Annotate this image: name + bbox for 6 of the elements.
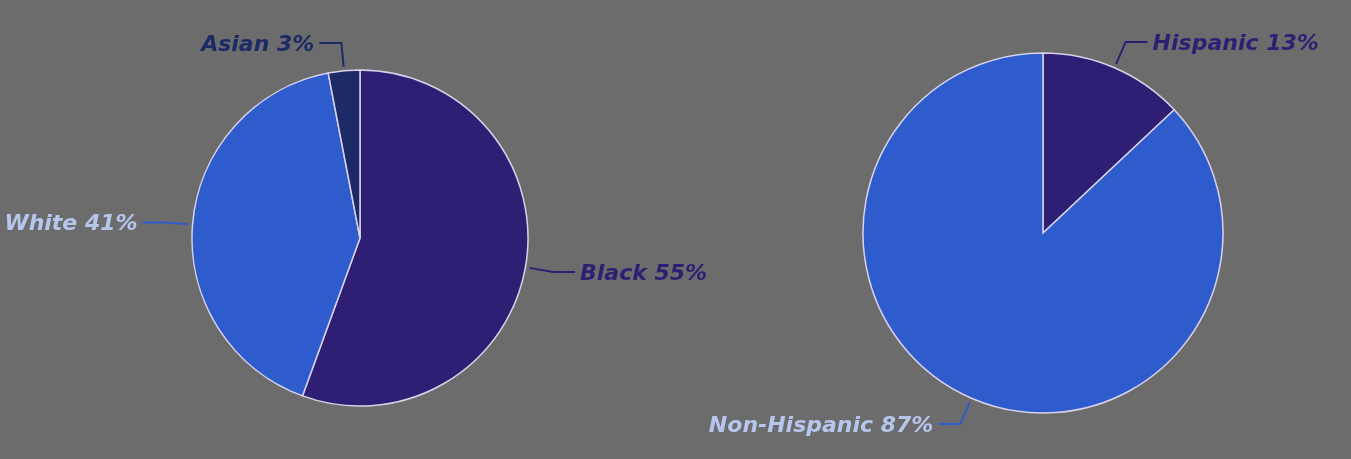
pie-slice xyxy=(862,52,1224,414)
slice-label: Hispanic 13% xyxy=(1152,29,1319,55)
slice-label: Asian 3% xyxy=(199,30,315,56)
slice-label: Non-Hispanic 87% xyxy=(708,411,934,437)
slice-label: Black 55% xyxy=(580,259,708,285)
slice-label: White 41% xyxy=(4,210,138,236)
